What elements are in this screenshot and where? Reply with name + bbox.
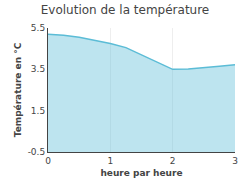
svg-text:heure par heure: heure par heure — [100, 168, 182, 178]
svg-text:3.5: 3.5 — [31, 64, 45, 74]
svg-text:3: 3 — [232, 156, 238, 166]
svg-text:Température en °C: Température en °C — [13, 42, 23, 137]
svg-text:1.5: 1.5 — [31, 106, 45, 116]
svg-text:5.5: 5.5 — [31, 23, 45, 33]
svg-text:Evolution de la température: Evolution de la température — [41, 3, 210, 17]
svg-text:2: 2 — [170, 156, 176, 166]
svg-text:0: 0 — [45, 156, 51, 166]
svg-text:-0.5: -0.5 — [28, 147, 46, 157]
svg-text:1: 1 — [107, 156, 113, 166]
